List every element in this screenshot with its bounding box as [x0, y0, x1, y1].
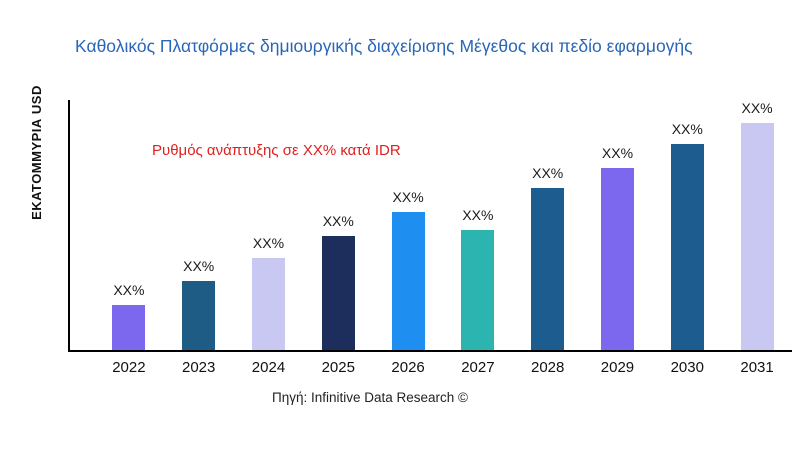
bar-group: XX% 2022 [94, 100, 164, 376]
growth-rate-annotation: Ρυθμός ανάπτυξης σε XX% κατά IDR [152, 142, 401, 159]
bar-group: XX% 2026 [373, 100, 443, 376]
bar-value-label: XX% [532, 165, 564, 181]
bar [740, 123, 774, 350]
bar [391, 212, 425, 350]
x-tick-label: 2026 [391, 359, 425, 376]
x-tick-label: 2030 [670, 359, 704, 376]
bar-group: XX% 2024 [234, 100, 304, 376]
bar-group: XX% 2031 [722, 100, 792, 376]
source-text: Πηγή: Infinitive Data Research © [271, 390, 469, 405]
bar [251, 258, 285, 350]
bar-value-label: XX% [252, 235, 285, 251]
plot-area: Ρυθμός ανάπτυξης σε XX% κατά IDR XX% 2022… [68, 100, 792, 376]
bar-group: XX% 2027 [443, 100, 513, 376]
bar-value-label: XX% [741, 100, 773, 116]
bar-series: XX% 2022 XX% 2023 XX% 2024 XX% 2025 XX% 2026 XX% 20… [70, 100, 792, 376]
x-tick-label: 2031 [740, 359, 774, 376]
bar [461, 230, 495, 350]
bar-value-label: XX% [392, 189, 424, 205]
bar [321, 236, 355, 350]
bar [600, 168, 634, 350]
bar-value-label: XX% [462, 207, 494, 223]
chart-title: Καθολικός Πλατφόρμες δημιουργικής διαχεί… [75, 36, 693, 56]
x-tick-label: 2022 [112, 359, 146, 376]
x-tick-label: 2028 [530, 359, 565, 376]
x-tick-label: 2027 [461, 359, 495, 376]
bar-value-label: XX% [113, 282, 145, 298]
bar [531, 188, 565, 350]
bar-group: XX% 2029 [583, 100, 653, 376]
bar-value-label: XX% [183, 258, 215, 274]
bar [182, 281, 216, 350]
x-tick-label: 2029 [600, 359, 635, 376]
x-tick-label: 2023 [182, 359, 216, 376]
y-axis-label: ΕΚΑΤΟΜΜΥΡΙΑ USD [29, 85, 44, 220]
bar-value-label: XX% [671, 121, 703, 137]
x-tick-label: 2024 [251, 359, 286, 376]
x-tick-label: 2025 [321, 359, 355, 376]
bar-group: XX% 2025 [303, 100, 373, 376]
bar-value-label: XX% [601, 145, 634, 161]
bar-group: XX% 2023 [164, 100, 234, 376]
bar [112, 305, 146, 350]
bar-value-label: XX% [322, 213, 354, 229]
bar [670, 144, 704, 350]
bar-group: XX% 2028 [513, 100, 583, 376]
bar-group: XX% 2030 [652, 100, 722, 376]
